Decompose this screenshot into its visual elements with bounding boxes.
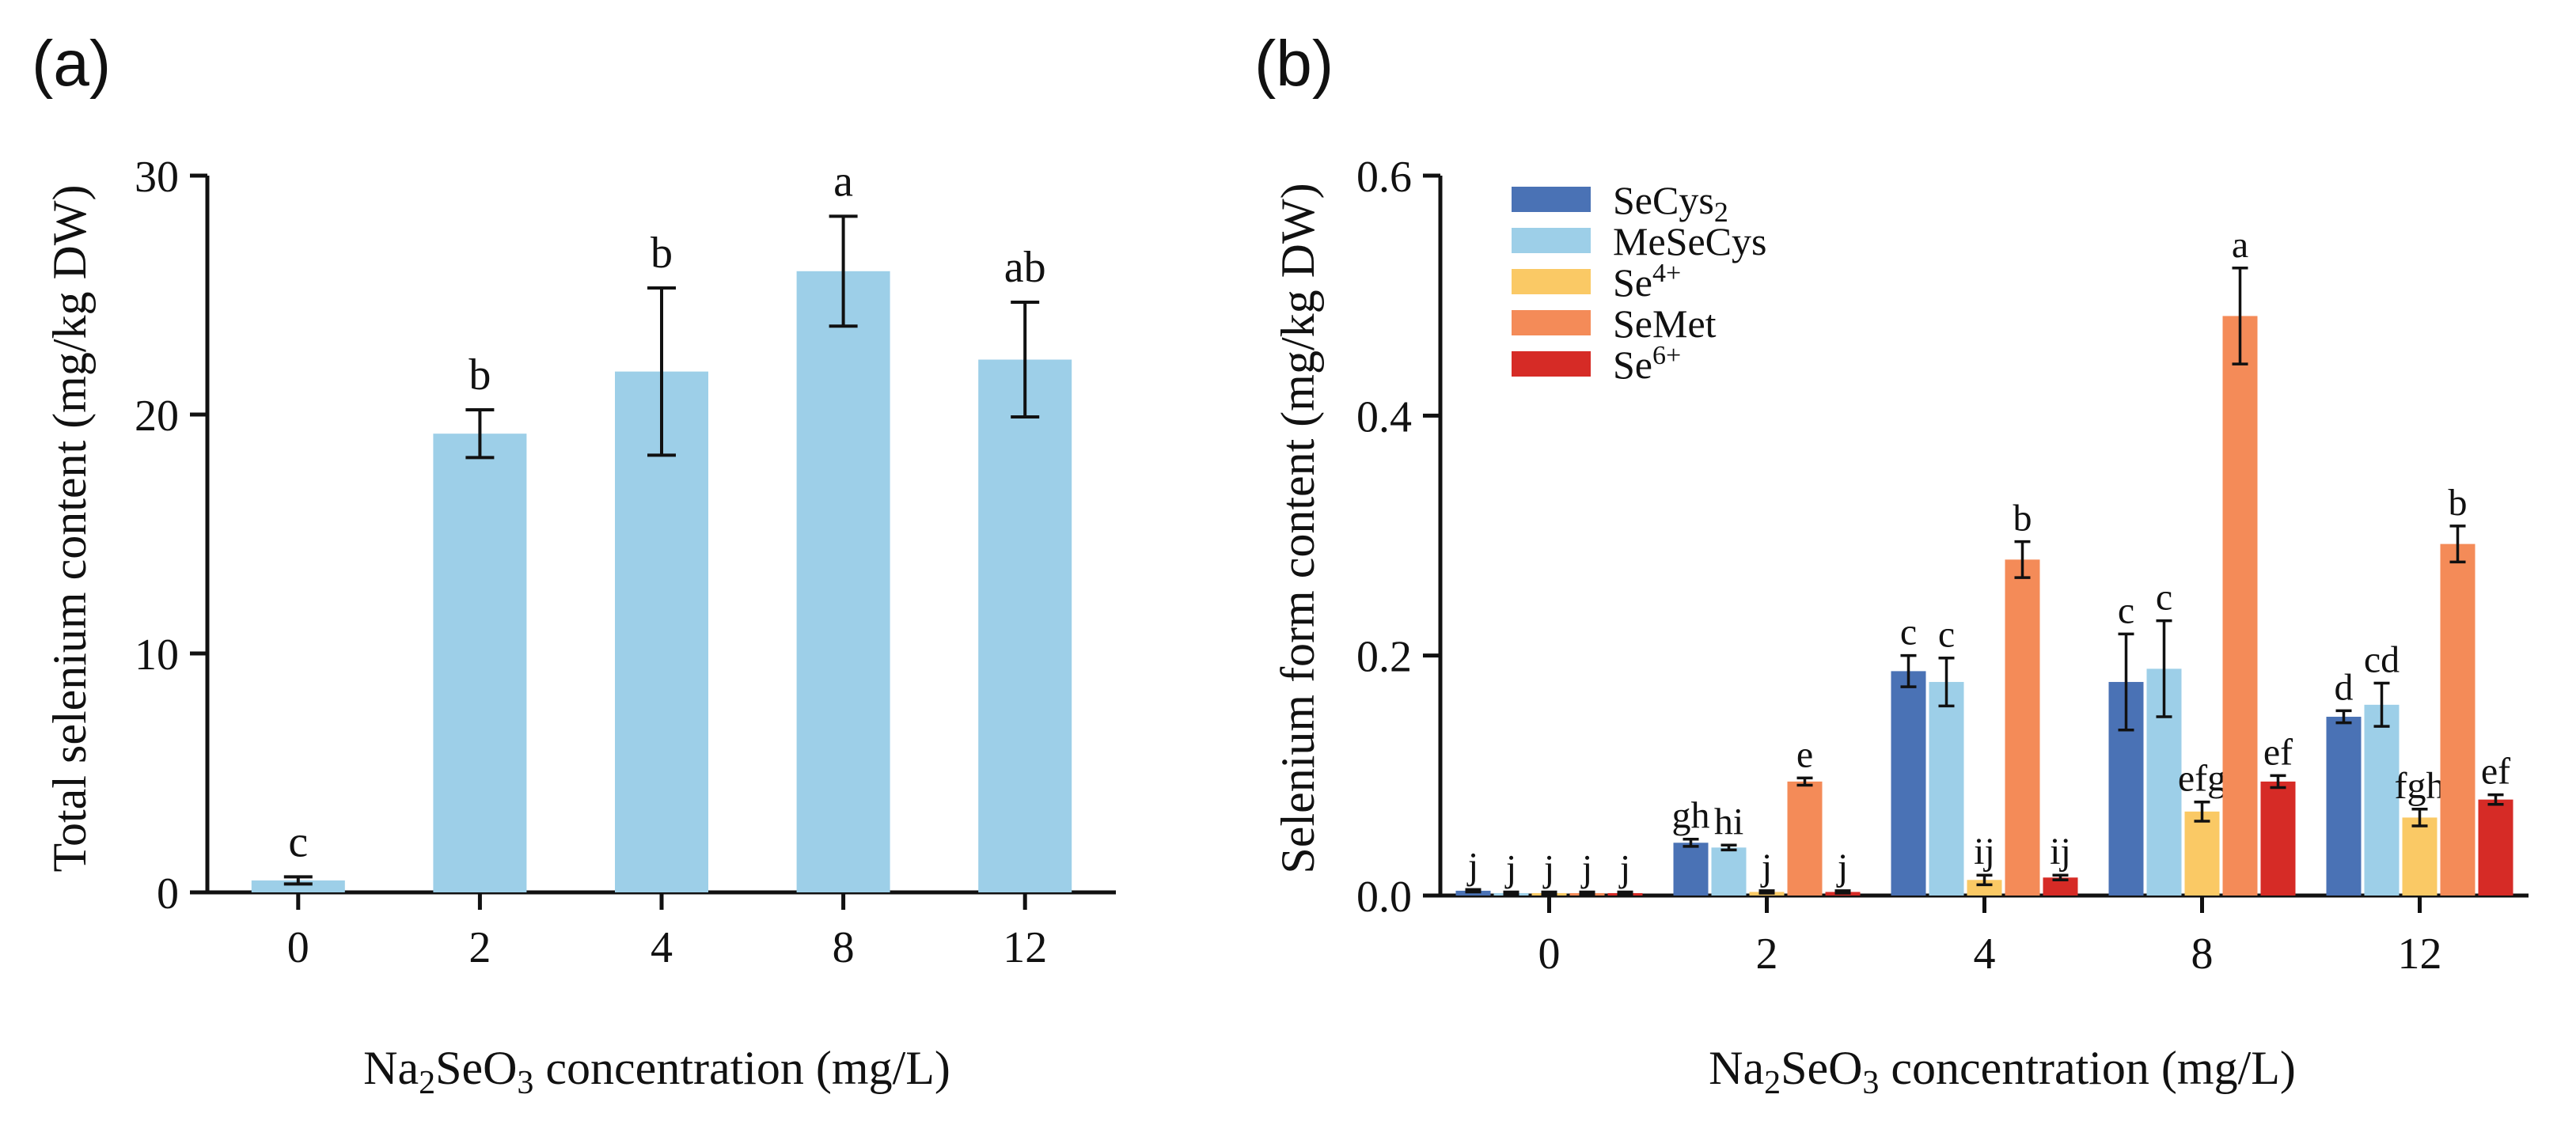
- legend-item: Se6+: [1512, 341, 1681, 387]
- legend-item: SeCys2: [1512, 178, 1728, 228]
- x-tick-label: 12: [1003, 923, 1047, 972]
- significance-letter: fgh: [2395, 765, 2445, 807]
- significance-letter: gh: [1672, 795, 1710, 837]
- panel-a-plot: 0 10 20 30 0 c 2 b 4 b 8 a 12 ab: [135, 153, 1116, 972]
- panel-b-y-axis-title: Selenium form content (mg/kg DW): [1272, 183, 1324, 873]
- significance-letter: j: [1504, 847, 1516, 889]
- significance-letter: c: [2118, 589, 2134, 631]
- x-tick-label: 2: [469, 923, 491, 972]
- legend-swatch: [1512, 228, 1591, 253]
- bar: [1967, 880, 2002, 896]
- bar: [1891, 671, 1926, 896]
- bar: [2326, 717, 2362, 896]
- bar: [433, 434, 527, 892]
- significance-letter: cd: [2364, 639, 2400, 681]
- bar: [1929, 682, 1964, 896]
- legend-label: MeSeCys: [1613, 219, 1766, 263]
- legend-label: SeMet: [1613, 301, 1717, 346]
- significance-letter: efg: [2178, 758, 2226, 800]
- panel-a-y-axis-title: Total selenium content (mg/kg DW): [44, 185, 96, 873]
- significance-letter: j: [1618, 847, 1630, 889]
- significance-letter: b: [2013, 498, 2032, 540]
- bar: [1787, 781, 1823, 896]
- y-tick-label: 20: [135, 392, 179, 441]
- significance-letter: b: [469, 350, 491, 400]
- bar: [1711, 847, 1747, 896]
- significance-letter: j: [1580, 847, 1592, 889]
- legend-item: MeSeCys: [1512, 219, 1766, 263]
- legend-swatch: [1512, 351, 1591, 377]
- bar: [2043, 877, 2078, 896]
- x-tick-label: 4: [651, 923, 673, 972]
- y-tick-label: 0: [157, 869, 179, 918]
- significance-letter: b: [2449, 482, 2468, 524]
- significance-letter: j: [1836, 846, 1848, 888]
- legend-label: Se6+: [1613, 341, 1681, 387]
- significance-letter: hi: [1714, 801, 1743, 843]
- bar: [1673, 843, 1709, 896]
- x-tick-label: 8: [2191, 930, 2214, 979]
- y-tick-label: 0.2: [1356, 633, 1412, 682]
- legend-label: Se4+: [1613, 259, 1681, 305]
- significance-letter: ab: [1004, 243, 1046, 292]
- significance-letter: j: [1466, 845, 1478, 887]
- panel-b-label: (b): [1254, 28, 1334, 100]
- bar: [796, 271, 890, 892]
- significance-letter: b: [651, 229, 673, 278]
- bar: [2260, 781, 2296, 896]
- x-tick-label: 0: [287, 923, 309, 972]
- significance-letter: ef: [2263, 731, 2293, 773]
- bar: [2364, 704, 2400, 896]
- bar: [2478, 799, 2513, 896]
- significance-letter: ij: [1974, 831, 1995, 873]
- legend-swatch: [1512, 187, 1591, 212]
- x-tick-label: 0: [1538, 930, 1561, 979]
- y-tick-label: 0.0: [1356, 873, 1412, 922]
- significance-letter: j: [1760, 846, 1772, 888]
- bar: [2184, 811, 2220, 896]
- legend-label: SeCys2: [1613, 178, 1728, 228]
- bar: [251, 880, 345, 892]
- panel-b: (b) Selenium form content (mg/kg DW) Na2…: [1254, 28, 2529, 1101]
- significance-letter: a: [2232, 224, 2248, 266]
- x-tick-label: 2: [1756, 930, 1778, 979]
- bar: [978, 359, 1072, 892]
- x-tick-label: 12: [2398, 930, 2442, 979]
- legend-item: SeMet: [1512, 301, 1717, 346]
- y-tick-label: 0.6: [1356, 153, 1412, 202]
- legend-swatch: [1512, 310, 1591, 335]
- x-tick-label: 8: [833, 923, 855, 972]
- panel-a-label: (a): [32, 28, 111, 100]
- significance-letter: c: [288, 817, 308, 866]
- y-tick-label: 0.4: [1356, 392, 1412, 441]
- bar: [2005, 559, 2040, 896]
- significance-letter: ef: [2481, 751, 2510, 793]
- bar: [2222, 316, 2258, 896]
- legend-item: Se4+: [1512, 259, 1681, 305]
- panel-b-x-axis-title: Na2SeO3 concentration (mg/L): [1709, 1042, 2296, 1101]
- significance-letter: d: [2335, 666, 2354, 708]
- x-tick-label: 4: [1974, 930, 1996, 979]
- bar: [2402, 817, 2438, 896]
- significance-letter: a: [833, 157, 853, 206]
- significance-letter: c: [1938, 614, 1955, 656]
- significance-letter: ij: [2050, 831, 2071, 873]
- y-tick-label: 30: [135, 153, 179, 202]
- bar: [615, 371, 708, 892]
- bar: [2440, 543, 2475, 896]
- legend-swatch: [1512, 269, 1591, 294]
- significance-letter: e: [1796, 733, 1813, 775]
- significance-letter: c: [1900, 612, 1917, 653]
- y-tick-label: 10: [135, 631, 179, 680]
- significance-letter: c: [2156, 577, 2172, 619]
- significance-letter: j: [1542, 847, 1554, 889]
- panel-a: (a) Total selenium content (mg/kg DW) Na…: [32, 28, 1116, 1101]
- panel-a-x-axis-title: Na2SeO3 concentration (mg/L): [363, 1042, 950, 1101]
